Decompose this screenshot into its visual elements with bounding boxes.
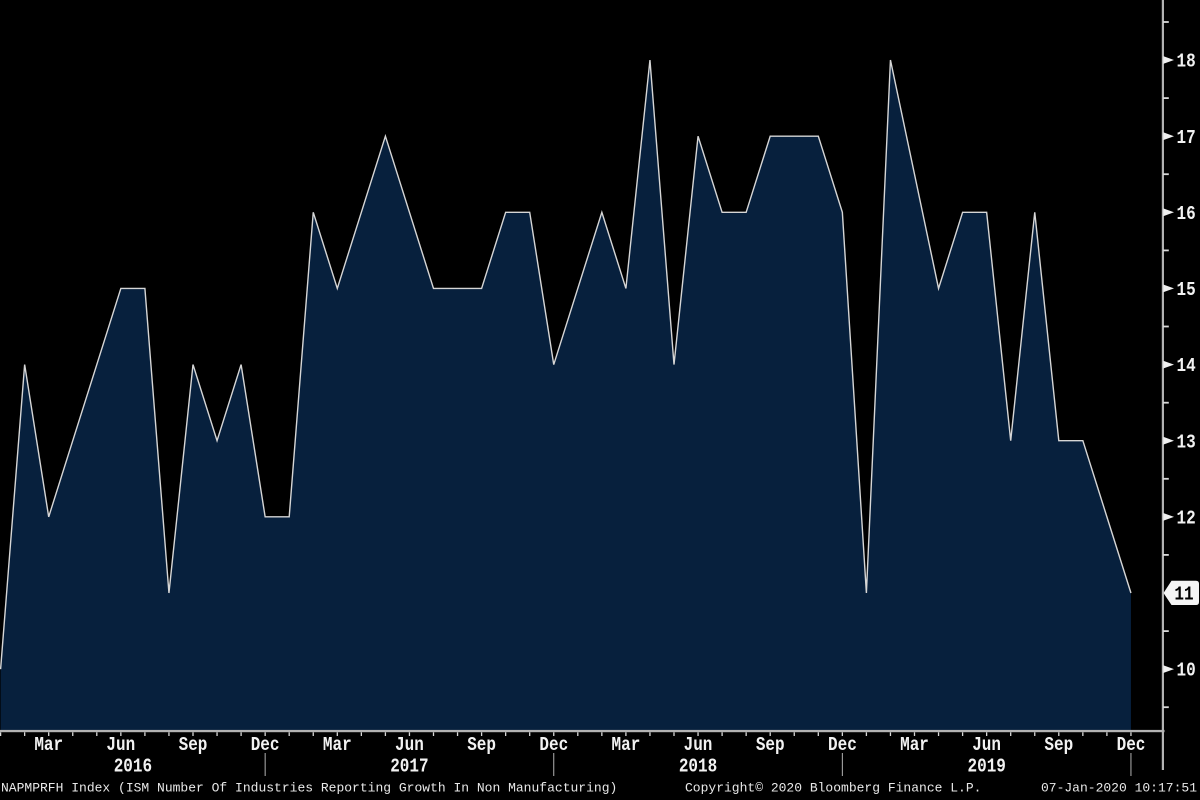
svg-text:Jun: Jun [684, 735, 713, 757]
svg-text:2018: 2018 [679, 756, 717, 778]
svg-text:15: 15 [1177, 280, 1196, 302]
svg-text:Sep: Sep [467, 735, 496, 757]
svg-text:17: 17 [1177, 128, 1196, 150]
svg-text:Mar: Mar [323, 735, 352, 757]
svg-text:11: 11 [1174, 584, 1193, 606]
svg-text:Jun: Jun [106, 735, 135, 757]
svg-text:Jun: Jun [395, 735, 424, 757]
svg-text:16: 16 [1177, 204, 1196, 226]
svg-text:Sep: Sep [756, 735, 785, 757]
svg-text:12: 12 [1177, 508, 1196, 530]
svg-text:Sep: Sep [1044, 735, 1073, 757]
svg-text:2019: 2019 [968, 756, 1006, 778]
svg-text:Copyright© 2020 Bloomberg Fina: Copyright© 2020 Bloomberg Finance L.P. [685, 781, 981, 796]
svg-text:18: 18 [1177, 51, 1196, 73]
svg-text:13: 13 [1177, 432, 1196, 454]
svg-text:10: 10 [1177, 660, 1196, 682]
svg-text:Mar: Mar [900, 735, 929, 757]
svg-text:Mar: Mar [34, 735, 63, 757]
svg-text:NAPMPRFH Index (ISM Number Of: NAPMPRFH Index (ISM Number Of Industries… [1, 781, 617, 796]
svg-text:Dec: Dec [1117, 735, 1146, 757]
svg-text:2016: 2016 [114, 756, 152, 778]
svg-text:07-Jan-2020 10:17:51: 07-Jan-2020 10:17:51 [1041, 781, 1197, 796]
svg-text:Mar: Mar [612, 735, 641, 757]
svg-text:Dec: Dec [251, 735, 280, 757]
svg-text:Dec: Dec [539, 735, 568, 757]
svg-text:2017: 2017 [390, 756, 428, 778]
svg-text:Dec: Dec [828, 735, 857, 757]
svg-text:14: 14 [1177, 356, 1197, 378]
svg-text:Jun: Jun [972, 735, 1001, 757]
svg-text:Sep: Sep [179, 735, 208, 757]
